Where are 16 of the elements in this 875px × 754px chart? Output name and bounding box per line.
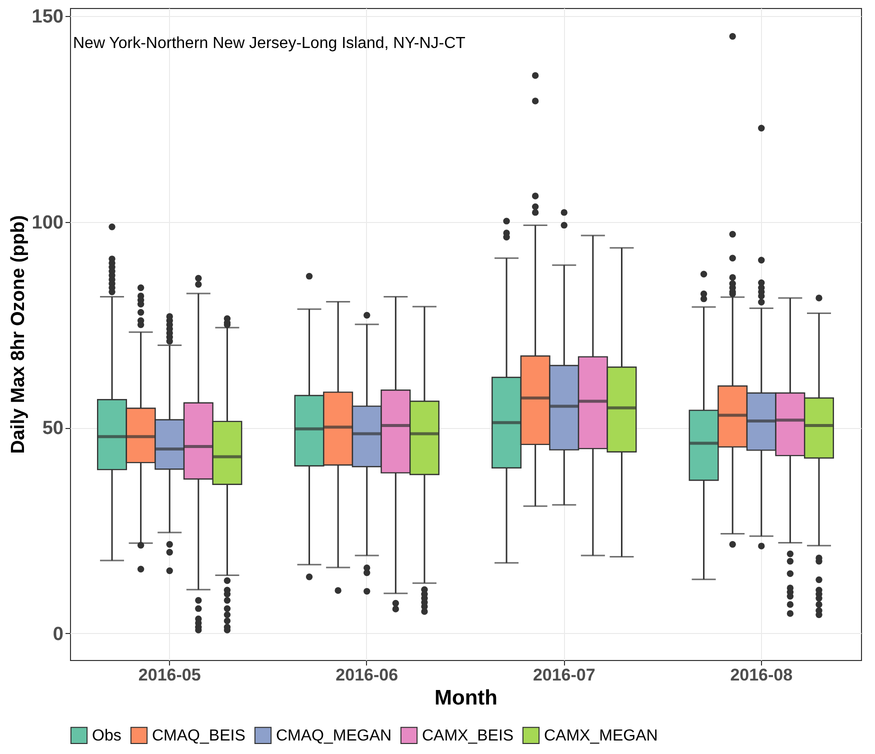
legend-label: Obs: [92, 727, 122, 744]
legend-label: CMAQ_BEIS: [152, 727, 246, 744]
x-tick-label: 2016-06: [336, 666, 398, 684]
y-tick-label: 50: [42, 418, 64, 440]
x-tick-label: 2016-07: [532, 666, 596, 684]
text: New York-Northern New Jersey-Long Island, NY-NJ-CT: [73, 35, 466, 52]
y-tick-label: 0: [52, 624, 64, 645]
y-tick-label: 100: [32, 212, 64, 234]
x-tick-label: 2016-08: [730, 666, 793, 684]
y-tick-label: 150: [32, 6, 64, 28]
legend-label: CAMX_BEIS: [422, 727, 514, 744]
x-tick-label: 2016-05: [138, 666, 201, 684]
legend-label: CAMX_MEGAN: [544, 727, 658, 744]
x-axis-title: Month: [434, 686, 498, 710]
y-axis-title: Daily Max 8hr Ozone (ppb): [8, 215, 29, 454]
legend-label: CMAQ_MEGAN: [276, 727, 392, 744]
